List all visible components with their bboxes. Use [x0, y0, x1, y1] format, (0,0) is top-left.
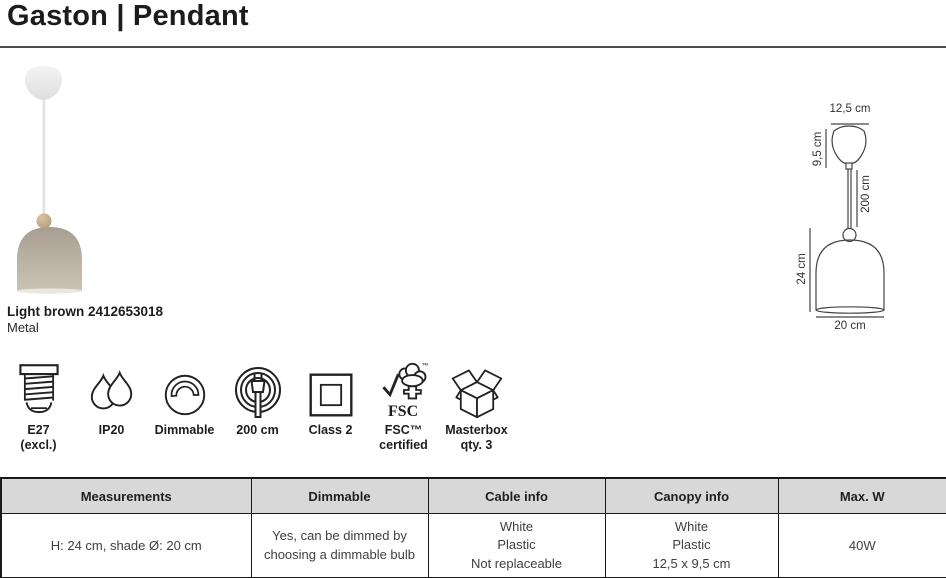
class2-double-square-icon	[308, 373, 353, 417]
dim-label-canopy-height: 9,5 cm	[812, 131, 824, 167]
photo-shade	[17, 227, 82, 294]
title-divider	[0, 46, 946, 48]
feature-label-2: certified	[379, 438, 428, 452]
feature-label: IP20	[98, 423, 125, 437]
photo-cable	[42, 95, 46, 221]
header-max-w: Max. W	[777, 477, 946, 514]
cable-info-line: Not replaceable	[470, 555, 563, 571]
e27-socket-icon	[18, 364, 59, 414]
feature-label: 200 cm	[236, 423, 279, 437]
spec-table: Measurements Dimmable Cable info Canopy …	[0, 477, 946, 578]
dimmer-dial-icon	[164, 374, 205, 416]
feature-label: Class 2	[308, 423, 353, 437]
svg-text:™: ™	[421, 363, 428, 370]
feature-e27: E27 (excl.)	[2, 360, 75, 453]
dim-label-cable-length: 200 cm	[860, 175, 872, 213]
spec-table-row: H: 24 cm, shade Ø: 20 cm Yes, can be dim…	[0, 513, 946, 578]
dim-label-shade-diameter: 20 cm	[834, 320, 866, 332]
cell-canopy-info: White Plastic 12,5 x 9,5 cm	[604, 513, 779, 578]
feature-ip20: IP20	[75, 360, 148, 453]
feature-masterbox: Masterbox qty. 3	[440, 360, 513, 453]
dimmable-line: Yes, can be dimmed by	[272, 528, 407, 543]
photo-wood-ball	[36, 213, 52, 229]
variant-material: Metal	[7, 320, 39, 335]
spec-table-header-row: Measurements Dimmable Cable info Canopy …	[0, 477, 946, 514]
header-measurements: Measurements	[0, 477, 252, 514]
feature-label: E27	[27, 423, 50, 437]
header-cable-info: Cable info	[427, 477, 606, 514]
cell-dimmable: Yes, can be dimmed by choosing a dimmabl…	[250, 513, 429, 578]
feature-dimmable: Dimmable	[148, 360, 221, 453]
feature-label: Masterbox	[445, 423, 508, 437]
feature-label-2: (excl.)	[20, 438, 57, 452]
cable-coil-plug-icon	[234, 367, 281, 418]
cable-info-line: Plastic	[497, 537, 536, 553]
dim-label-canopy-width: 12,5 cm	[829, 103, 871, 115]
feature-label: FSC™	[384, 423, 423, 437]
feature-cable-length: 200 cm	[221, 360, 294, 453]
feature-class2: Class 2	[294, 360, 367, 453]
feature-label-2: qty. 3	[460, 438, 493, 452]
diagram-cable-nub	[845, 162, 853, 170]
feature-label: Dimmable	[154, 423, 215, 437]
svg-text:FSC: FSC	[388, 403, 418, 419]
cell-max-w: 40W	[777, 513, 946, 578]
feature-fsc: ™ FSC FSC™ certified	[367, 360, 440, 453]
diagram-shade-rim	[815, 306, 885, 314]
dimension-diagram	[809, 123, 885, 318]
canopy-info-line: 12,5 x 9,5 cm	[652, 555, 731, 571]
masterbox-icon	[451, 369, 502, 419]
dim-label-shade-height: 24 cm	[796, 253, 808, 285]
cable-info-line: White	[499, 518, 534, 534]
cell-measurements: H: 24 cm, shade Ø: 20 cm	[0, 513, 252, 578]
feature-icons-row: E27 (excl.) IP20 Dimmable	[2, 360, 522, 453]
header-dimmable: Dimmable	[250, 477, 429, 514]
ip20-drops-icon	[90, 370, 132, 410]
product-photo	[17, 66, 82, 294]
dimmable-line: choosing a dimmable bulb	[263, 546, 416, 562]
canopy-info-line: White	[674, 518, 709, 534]
header-canopy-info: Canopy info	[604, 477, 779, 514]
variant-name: Light brown 2412653018	[7, 304, 164, 319]
page-title: Gaston | Pendant	[7, 0, 249, 32]
fsc-tree-icon: ™ FSC	[381, 363, 428, 419]
diagram-shade-outline	[815, 239, 885, 310]
variant-block: Light brown 2412653018 Metal	[7, 304, 163, 336]
photo-canopy	[25, 66, 62, 100]
cell-cable-info: White Plastic Not replaceable	[427, 513, 606, 578]
canopy-info-line: Plastic	[672, 537, 711, 553]
diagram-canopy-outline	[831, 125, 867, 165]
diagram-ball	[842, 227, 857, 243]
